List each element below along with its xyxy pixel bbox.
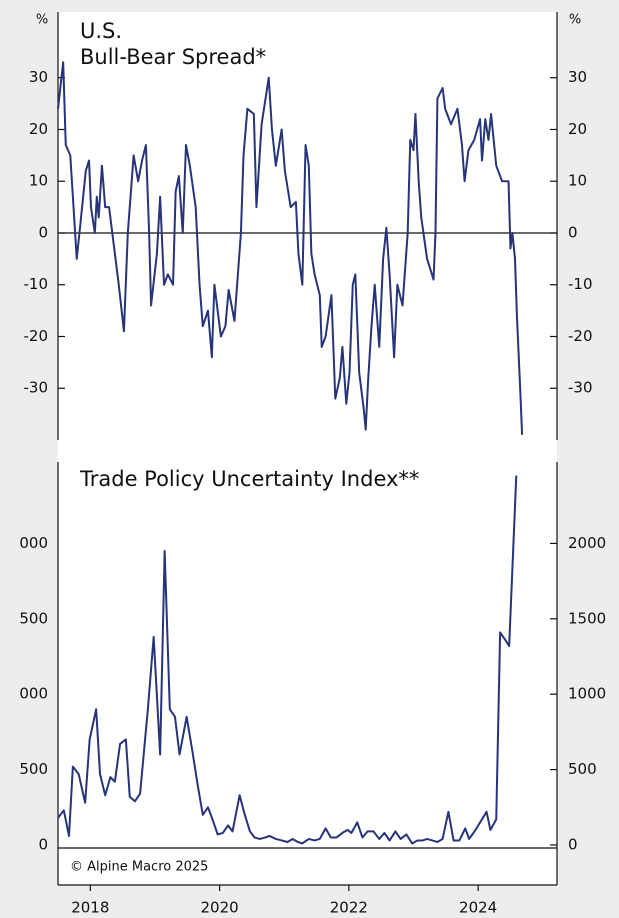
y2-tick-label: 30 bbox=[568, 68, 587, 86]
y-axis-label: % bbox=[36, 13, 48, 28]
y2-tick-label: 20 bbox=[568, 120, 587, 138]
y-tick-label: 0 bbox=[38, 223, 48, 241]
chart-title: Bull-Bear Spread* bbox=[80, 45, 266, 69]
y2-tick-label: 500 bbox=[568, 760, 597, 778]
chart-title: Trade Policy Uncertainty Index** bbox=[79, 467, 419, 491]
y-tick-label: 0 bbox=[38, 835, 48, 853]
y2-axis-label: % bbox=[569, 13, 581, 28]
y-tick-label: 500 bbox=[19, 760, 48, 778]
x-tick-label: 2020 bbox=[200, 899, 238, 917]
y-tick-label: 000 bbox=[19, 534, 48, 552]
y-tick-label: 10 bbox=[29, 172, 48, 190]
y-tick-label: -10 bbox=[24, 275, 49, 293]
y2-tick-label: 2000 bbox=[568, 534, 606, 552]
y-tick-label: -30 bbox=[24, 379, 49, 397]
y-tick-label: -20 bbox=[24, 327, 49, 345]
y-tick-label: 20 bbox=[29, 120, 48, 138]
y-tick-label: 500 bbox=[19, 609, 48, 627]
y-tick-label: 000 bbox=[19, 685, 48, 703]
x-tick-label: 2018 bbox=[71, 899, 109, 917]
y2-tick-label: 1000 bbox=[568, 685, 606, 703]
data-line bbox=[57, 475, 518, 845]
y2-tick-label: 1500 bbox=[568, 609, 606, 627]
x-tick-label: 2022 bbox=[330, 899, 368, 917]
data-line bbox=[57, 61, 524, 435]
y2-tick-label: -10 bbox=[568, 275, 593, 293]
y2-tick-label: -20 bbox=[568, 327, 593, 345]
source-note: © Alpine Macro 2025 bbox=[70, 860, 208, 875]
y-tick-label: 30 bbox=[29, 68, 48, 86]
y2-tick-label: 10 bbox=[568, 172, 587, 190]
y2-tick-label: 0 bbox=[568, 223, 578, 241]
y2-tick-label: 0 bbox=[568, 835, 578, 853]
chart-title: U.S. bbox=[80, 19, 122, 43]
y2-tick-label: -30 bbox=[568, 379, 593, 397]
x-tick-label: 2024 bbox=[459, 899, 497, 917]
